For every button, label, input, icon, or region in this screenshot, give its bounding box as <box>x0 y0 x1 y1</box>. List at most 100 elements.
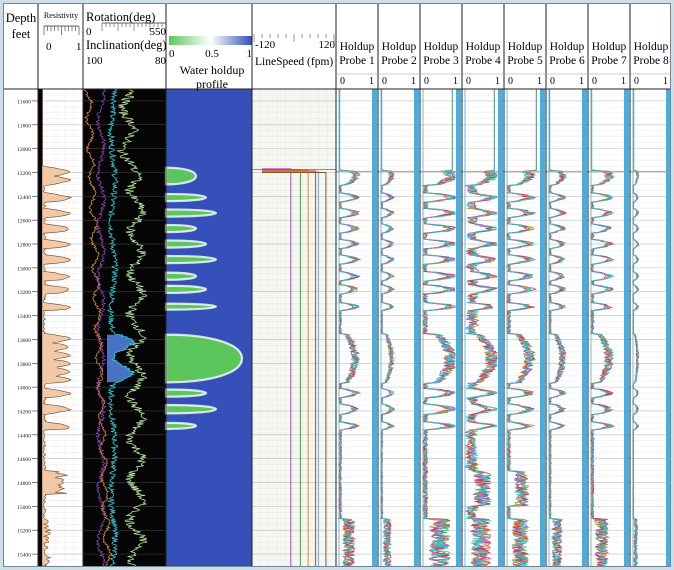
depth-tick-label: 14800 <box>17 481 31 487</box>
probe-scale-max: 1 <box>537 76 542 87</box>
water-title-line1: Water holdup <box>180 63 245 77</box>
depth-track-bg <box>4 89 38 566</box>
depth-tick-label: 15000 <box>17 505 31 511</box>
probe-header-word: Holdup <box>466 41 501 53</box>
linespeed-pass <box>262 169 309 566</box>
linespeed-pass <box>262 170 317 566</box>
depth-tick-label: 12600 <box>17 219 31 225</box>
water-color-scale <box>169 36 252 45</box>
header: Depth feet Resistivity 0 1 Rotation(deg)… <box>6 10 336 91</box>
water-holdup-zone <box>164 388 208 398</box>
probe-band <box>372 89 377 566</box>
depth-tick-label: 12000 <box>17 147 31 153</box>
resistivity-min: 0 <box>46 41 52 53</box>
resistivity-edge <box>38 89 42 566</box>
track-separators <box>4 4 670 566</box>
inclination-title: Inclination(deg) <box>86 38 167 52</box>
depth-title: Depth <box>6 11 37 25</box>
linespeed-pass <box>262 168 292 566</box>
rotation-max: 550 <box>150 26 167 38</box>
probe-curve <box>505 89 537 566</box>
water-holdup-zone <box>164 333 244 384</box>
well-log-plot: 1160011800120001220012400126001280013000… <box>4 4 670 566</box>
probe-curve <box>337 89 361 566</box>
water-holdup-zone <box>164 208 218 218</box>
probe-scale-min: 0 <box>550 76 555 87</box>
water-holdup-zone <box>164 271 198 281</box>
probe-curve <box>632 89 640 566</box>
water-holdup-zone <box>164 254 218 265</box>
probe-band <box>582 89 587 566</box>
depth-tick-label: 13400 <box>17 314 31 320</box>
water-track-bg <box>166 89 252 566</box>
probe-scale-min: 0 <box>592 76 597 87</box>
inclination-curve <box>106 89 136 566</box>
water-scale-max: 1 <box>247 48 253 60</box>
probe-header-word: Holdup <box>592 41 627 53</box>
probe-curve <box>421 89 457 566</box>
probe-curve <box>548 89 568 566</box>
probe-scale-max: 1 <box>579 76 584 87</box>
probe-band <box>498 89 503 566</box>
log-curves <box>38 89 670 566</box>
probe-header-label: Probe 6 <box>549 55 585 67</box>
probe-curve <box>590 89 615 566</box>
depth-tick-label: 13800 <box>17 362 31 368</box>
depth-tick-labels: 11600 11800 12000 12200 12400 12600 12800 13000… <box>17 99 38 559</box>
probe-header-label: Probe 4 <box>465 55 501 67</box>
rotation-curve-3 <box>116 89 148 566</box>
depth-tick-label: 13600 <box>17 338 31 344</box>
depth-tick-label: 14400 <box>17 433 31 439</box>
probe-band <box>666 89 670 566</box>
probe-scale-max: 1 <box>411 76 416 87</box>
probe-scale-min: 0 <box>382 76 387 87</box>
depth-tick-label: 15400 <box>17 553 31 559</box>
depth-unit: feet <box>12 27 31 41</box>
water-holdup-zone <box>164 403 218 415</box>
rotation-min: 0 <box>86 26 92 38</box>
depth-tick-label: 11600 <box>17 99 31 105</box>
probe-scale-max: 1 <box>369 76 374 87</box>
probe-header-label: Probe 8 <box>633 55 669 67</box>
probe-scale-max: 1 <box>453 76 458 87</box>
probe-header-word: Holdup <box>634 41 669 53</box>
depth-tick-label: 14600 <box>17 457 31 463</box>
depth-tick-label: 13200 <box>17 290 31 296</box>
depth-tick-label: 12200 <box>17 171 31 177</box>
water-holdup-zone <box>164 284 208 295</box>
linespeed-min: -120 <box>255 39 276 51</box>
probe-band <box>414 89 419 566</box>
rotation-curve-2 <box>95 89 107 566</box>
depth-tick-label: 12400 <box>17 195 31 201</box>
inclination-max: 80 <box>155 55 167 67</box>
water-holdup-zone <box>164 192 208 203</box>
probe-scale-max: 1 <box>495 76 500 87</box>
rotation-title: Rotation(deg) <box>86 10 155 24</box>
depth-tick-label: 15200 <box>17 529 31 535</box>
probe-header-label: Probe 1 <box>339 55 375 67</box>
water-holdup-zone <box>164 302 218 311</box>
probe-scale-min: 0 <box>424 76 429 87</box>
probe-header-word: Holdup <box>424 41 459 53</box>
depth-tick-label: 13000 <box>17 266 31 272</box>
probe-band <box>624 89 629 566</box>
probe-scale-min: 0 <box>508 76 513 87</box>
probe-scale-min: 0 <box>466 76 471 87</box>
log-plot-frame: 11600 11800 12000 12200 12400 12600 12800 13000… <box>3 3 671 567</box>
water-holdup-zone <box>164 166 198 186</box>
linespeed-max: 120 <box>319 39 336 51</box>
probe-curve <box>380 89 396 566</box>
probe-header-label: Probe 7 <box>591 55 627 67</box>
probe-header-word: Holdup <box>508 41 543 53</box>
probe-header-label: Probe 3 <box>423 55 459 67</box>
depth-tick-label: 12800 <box>17 243 31 249</box>
linespeed-pass <box>262 171 327 566</box>
probe-band <box>456 89 461 566</box>
linespeed-title: LineSpeed (fpm) <box>255 56 333 68</box>
depth-tick-label: 14000 <box>17 386 31 392</box>
linespeed-pass <box>262 171 319 566</box>
water-holdup-zone <box>164 239 208 249</box>
probe-scale-min: 0 <box>634 76 639 87</box>
probe-header-word: Holdup <box>382 41 417 53</box>
